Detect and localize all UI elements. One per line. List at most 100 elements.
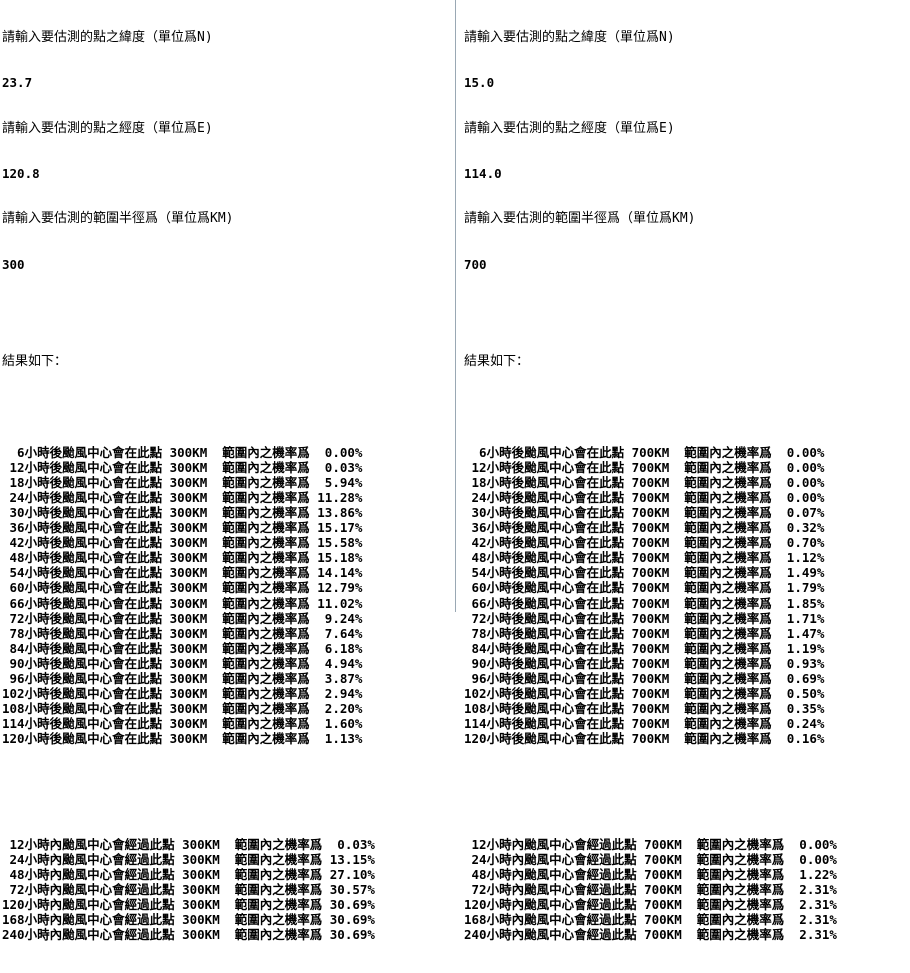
row-hours: 24	[9, 851, 25, 867]
row-radius: 700KM	[631, 535, 670, 551]
row-radius: 300KM	[182, 927, 220, 943]
row-probability-value: 3.87%	[324, 671, 363, 687]
row-hours: 120	[464, 897, 487, 913]
row-phrase-suffix: 範圍內之機率爲	[227, 912, 323, 928]
probability-row-after: 54小時後颱風中心會在此點 300KM 範圍內之機率爲 14.14%	[2, 565, 455, 580]
row-probability-value: 1.19%	[786, 640, 825, 656]
row-probability-value: 30.69%	[329, 927, 375, 943]
probability-row-after: 60小時後颱風中心會在此點 300KM 範圍內之機率爲 12.79%	[2, 580, 455, 595]
row-phrase-prefix: 小時內颱風中心會經過此點	[486, 927, 645, 943]
probability-row-after: 72小時後颱風中心會在此點 700KM 範圍內之機率爲 1.71%	[464, 611, 910, 626]
row-radius: 700KM	[631, 610, 670, 626]
row-hours: 90	[9, 655, 25, 671]
row-phrase-prefix: 小時後颱風中心會在此點	[24, 520, 170, 536]
row-phrase-prefix: 小時內颱風中心會經過此點	[24, 912, 183, 928]
row-probability-value: 13.15%	[329, 851, 375, 867]
prompt-value-longitude: 120.8	[2, 166, 40, 182]
row-phrase-prefix: 小時後颱風中心會在此點	[24, 640, 170, 656]
row-phrase-prefix: 小時後颱風中心會在此點	[24, 625, 170, 641]
row-probability-value: 27.10%	[329, 867, 375, 883]
probability-row-within: 168小時內颱風中心會經過此點 300KM 範圍內之機率爲 30.69%	[2, 912, 455, 927]
row-probability-value: 0.00%	[799, 836, 837, 852]
row-probability-value: 7.64%	[324, 625, 363, 641]
row-hours: 60	[9, 580, 25, 596]
row-radius: 700KM	[631, 640, 670, 656]
row-radius: 300KM	[169, 716, 208, 732]
row-radius: 300KM	[169, 444, 208, 460]
prompt-value-latitude: 15.0	[464, 75, 495, 91]
row-phrase-prefix: 小時後颱風中心會在此點	[24, 459, 170, 475]
probability-row-within: 48小時內颱風中心會經過此點 700KM 範圍內之機率爲 1.22%	[464, 867, 910, 882]
row-radius: 700KM	[631, 505, 670, 520]
probability-row-after: 36小時後颱風中心會在此點 300KM 範圍內之機率爲 15.17%	[2, 520, 455, 535]
row-radius: 700KM	[644, 836, 682, 852]
row-probability-value: 0.00%	[786, 444, 825, 460]
prompt-label-longitude: 請輸入要估測的點之經度（單位爲E)	[464, 120, 675, 136]
row-hours: 24	[9, 489, 25, 505]
row-radius: 300KM	[169, 731, 208, 747]
probability-row-after: 60小時後颱風中心會在此點 700KM 範圍內之機率爲 1.79%	[464, 580, 910, 595]
probability-row-within: 12小時內颱風中心會經過此點 700KM 範圍內之機率爲 0.00%	[464, 837, 910, 852]
row-phrase-prefix: 小時後颱風中心會在此點	[486, 580, 632, 596]
row-phrase-prefix: 小時內颱風中心會經過此點	[24, 836, 183, 852]
row-phrase-prefix: 小時後颱風中心會在此點	[24, 565, 170, 581]
row-hours: 24	[471, 489, 487, 505]
row-phrase-suffix: 範圍內之機率爲	[214, 474, 310, 490]
probability-row-within: 240小時內颱風中心會經過此點 300KM 範圍內之機率爲 30.69%	[2, 927, 455, 942]
row-phrase-suffix: 範圍內之機率爲	[214, 655, 310, 671]
row-radius: 300KM	[169, 686, 208, 702]
row-radius: 700KM	[631, 459, 670, 475]
row-phrase-suffix: 範圍內之機率爲	[689, 927, 785, 943]
probability-row-after: 18小時後颱風中心會在此點 300KM 範圍內之機率爲 5.94%	[2, 475, 455, 490]
row-radius: 300KM	[182, 882, 220, 898]
row-phrase-prefix: 小時後颱風中心會在此點	[486, 731, 632, 747]
result-header: 結果如下：	[464, 354, 530, 370]
row-phrase-prefix: 小時內颱風中心會經過此點	[486, 882, 645, 898]
probability-row-after: 90小時後颱風中心會在此點 700KM 範圍內之機率爲 0.93%	[464, 656, 910, 671]
row-probability-value: 1.22%	[799, 867, 837, 883]
row-probability-value: 11.28%	[317, 489, 363, 505]
row-probability-value: 0.07%	[786, 505, 825, 520]
row-probability-value: 0.00%	[786, 459, 825, 475]
row-radius: 700KM	[631, 474, 670, 490]
row-radius: 700KM	[631, 671, 670, 687]
row-radius: 700KM	[631, 701, 670, 717]
row-hours: 66	[471, 595, 487, 611]
probability-row-after: 108小時後颱風中心會在此點 300KM 範圍內之機率爲 2.20%	[2, 701, 455, 716]
row-phrase-suffix: 範圍內之機率爲	[214, 580, 310, 596]
probability-row-after: 6小時後颱風中心會在此點 700KM 範圍內之機率爲 0.00%	[464, 445, 910, 460]
row-radius: 300KM	[169, 535, 208, 551]
row-probability-value: 1.47%	[786, 625, 825, 641]
row-phrase-prefix: 小時後颱風中心會在此點	[24, 701, 170, 717]
row-phrase-prefix: 小時後颱風中心會在此點	[486, 459, 632, 475]
probability-row-after: 90小時後颱風中心會在此點 300KM 範圍內之機率爲 4.94%	[2, 656, 455, 671]
row-phrase-suffix: 範圍內之機率爲	[214, 444, 310, 460]
row-phrase-suffix: 範圍內之機率爲	[676, 459, 772, 475]
spacer	[464, 302, 910, 324]
row-hours: 72	[471, 610, 487, 626]
row-hours: 54	[471, 565, 487, 581]
row-radius: 300KM	[169, 565, 208, 581]
row-phrase-suffix: 範圍內之機率爲	[214, 565, 310, 581]
within-rows-list: 12小時內颱風中心會經過此點 700KM 範圍內之機率爲 0.00% 24小時內颱風…	[464, 837, 910, 943]
row-phrase-suffix: 範圍內之機率爲	[214, 505, 310, 520]
row-phrase-suffix: 範圍內之機率爲	[214, 595, 310, 611]
within-rows-list: 12小時內颱風中心會經過此點 300KM 範圍內之機率爲 0.03% 24小時內颱風…	[2, 837, 455, 943]
row-phrase-prefix: 小時後颱風中心會在此點	[486, 625, 632, 641]
row-probability-value: 4.94%	[324, 655, 363, 671]
row-radius: 700KM	[631, 716, 670, 732]
probability-row-after: 78小時後颱風中心會在此點 300KM 範圍內之機率爲 7.64%	[2, 626, 455, 641]
row-phrase-suffix: 範圍內之機率爲	[676, 535, 772, 551]
row-radius: 300KM	[169, 655, 208, 671]
probability-row-after: 102小時後颱風中心會在此點 300KM 範圍內之機率爲 2.94%	[2, 686, 455, 701]
row-phrase-prefix: 小時內颱風中心會經過此點	[486, 851, 645, 867]
row-phrase-prefix: 小時後颱風中心會在此點	[486, 686, 632, 702]
row-radius: 700KM	[631, 580, 670, 596]
probability-row-after: 108小時後颱風中心會在此點 700KM 範圍內之機率爲 0.35%	[464, 701, 910, 716]
row-phrase-suffix: 範圍內之機率爲	[214, 701, 310, 717]
row-probability-value: 0.00%	[799, 851, 837, 867]
row-phrase-suffix: 範圍內之機率爲	[676, 444, 772, 460]
row-phrase-prefix: 小時內颱風中心會經過此點	[24, 927, 183, 943]
row-radius: 300KM	[169, 640, 208, 656]
row-radius: 700KM	[631, 565, 670, 581]
